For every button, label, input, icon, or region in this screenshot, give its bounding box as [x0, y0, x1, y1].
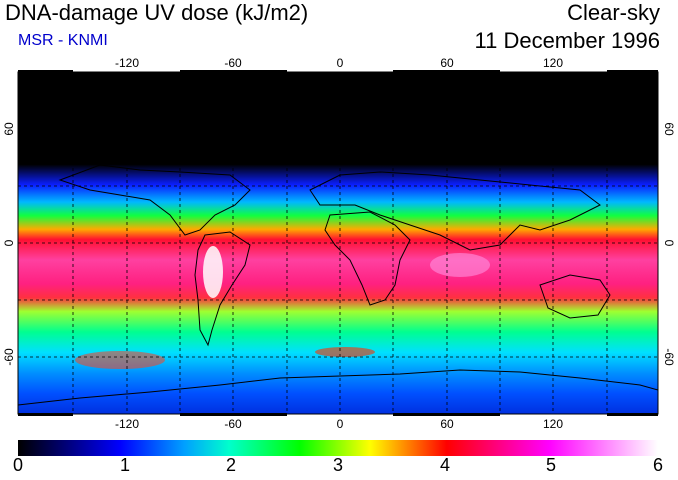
- colorbar-label: 3: [332, 455, 344, 475]
- map-frame: [17, 71, 659, 415]
- lat-tick-right: 60: [662, 122, 676, 136]
- uv-band-south-atlantic: [315, 347, 375, 357]
- sky-condition-label: Clear-sky: [567, 0, 660, 25]
- lon-tick-top: -60: [224, 56, 242, 70]
- colorbar-label: 2: [225, 455, 237, 475]
- lat-tick-right: 0: [662, 240, 676, 247]
- uv-band-south-pacific: [75, 351, 165, 369]
- colorbar: [18, 440, 658, 456]
- colorbar-label: 6: [652, 455, 664, 475]
- lon-tick-bottom: 120: [543, 417, 563, 431]
- lat-tick-left: 60: [2, 122, 16, 136]
- lon-tick-top: 120: [543, 56, 563, 70]
- lon-tick-top: 0: [337, 56, 344, 70]
- lat-lon-grid: [18, 72, 658, 414]
- lat-tick-right: -60: [662, 348, 676, 366]
- coastlines: [18, 164, 658, 406]
- colorbar-label: 1: [119, 455, 131, 475]
- lat-tick-left: -60: [2, 348, 16, 366]
- colorbar-label: 4: [439, 455, 451, 475]
- frame-ticks: [18, 70, 658, 416]
- lat-tick-left: 0: [2, 239, 16, 246]
- source-label: MSR - KNMI: [18, 32, 108, 49]
- lon-tick-bottom: -60: [224, 417, 242, 431]
- lon-tick-top: 60: [440, 56, 454, 70]
- lon-tick-bottom: 60: [440, 417, 454, 431]
- map-title: DNA-damage UV dose (kJ/m2): [5, 0, 309, 25]
- lon-tick-bottom: -120: [115, 417, 139, 431]
- uv-high-indian-ocean: [430, 253, 490, 277]
- lon-tick-top: -120: [115, 56, 139, 70]
- uv-peak-south-america: [203, 246, 223, 298]
- colorbar-label: 5: [545, 455, 557, 475]
- colorbar-label: 0: [12, 455, 24, 475]
- lon-tick-bottom: 0: [337, 417, 344, 431]
- date-label: 11 December 1996: [474, 28, 661, 53]
